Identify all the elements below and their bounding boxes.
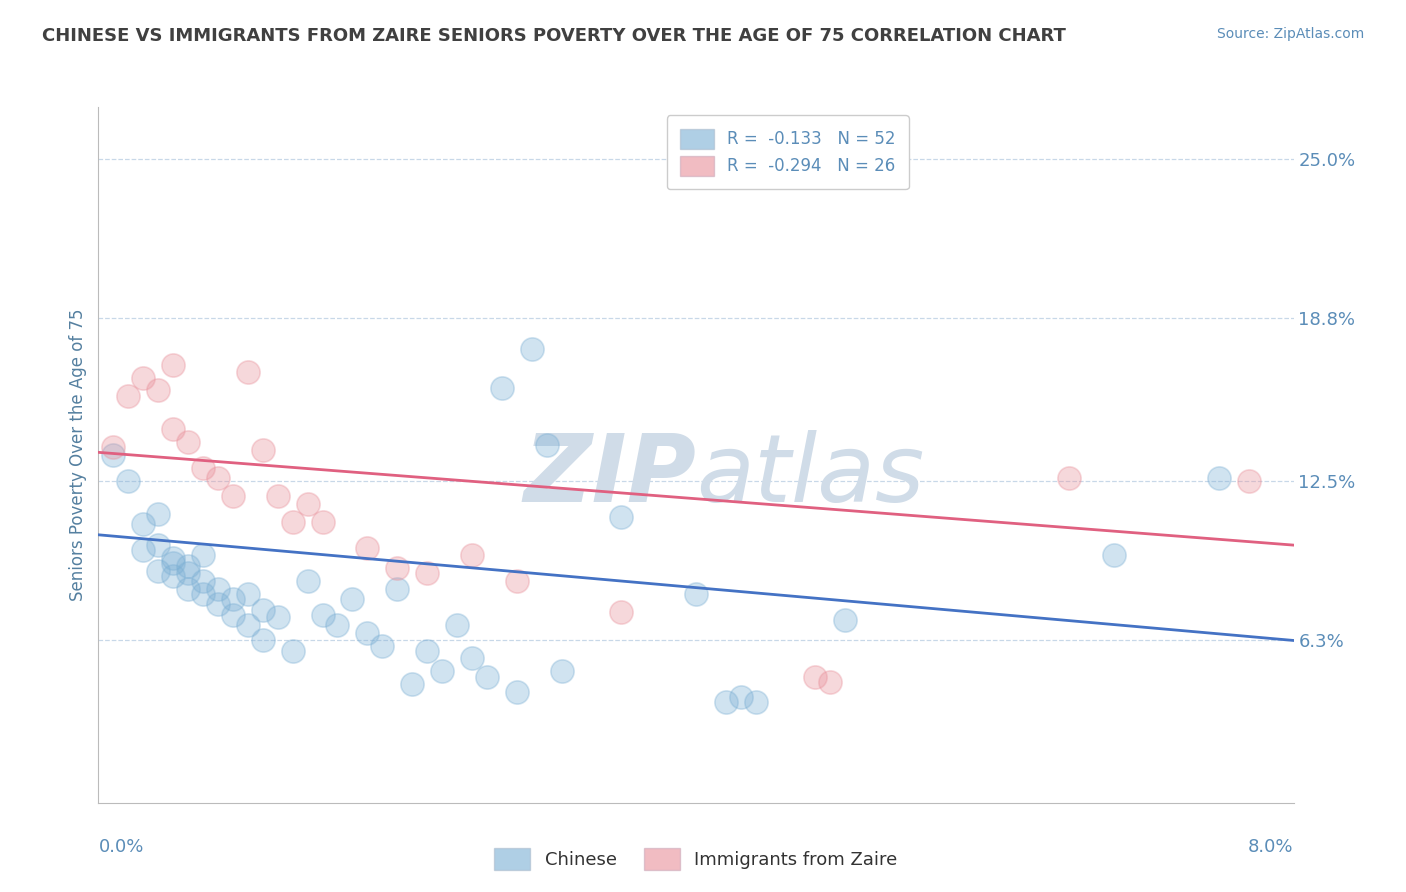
Point	[745, 695, 768, 709]
Point	[804, 669, 827, 683]
Point	[491, 381, 513, 395]
Point	[820, 674, 842, 689]
Point	[297, 497, 319, 511]
Point	[191, 549, 214, 563]
Point	[297, 574, 319, 589]
Point	[148, 507, 170, 521]
Point	[461, 651, 484, 665]
Point	[610, 509, 633, 524]
Point	[191, 587, 214, 601]
Point	[252, 633, 274, 648]
Point	[177, 558, 200, 573]
Point	[311, 607, 333, 622]
Point	[177, 582, 200, 596]
Point	[222, 592, 245, 607]
Point	[1059, 471, 1081, 485]
Point	[132, 370, 155, 384]
Point	[132, 517, 155, 532]
Point	[236, 587, 259, 601]
Text: Source: ZipAtlas.com: Source: ZipAtlas.com	[1216, 27, 1364, 41]
Point	[356, 625, 378, 640]
Point	[385, 582, 409, 596]
Point	[207, 471, 229, 485]
Point	[267, 489, 290, 503]
Point	[1102, 549, 1125, 563]
Point	[730, 690, 752, 705]
Point	[132, 543, 155, 558]
Point	[162, 422, 184, 436]
Point	[207, 598, 229, 612]
Point	[222, 607, 245, 622]
Point	[1208, 471, 1230, 485]
Point	[222, 489, 245, 503]
Point	[550, 665, 572, 679]
Point	[162, 556, 184, 570]
Point	[475, 669, 498, 683]
Point	[536, 437, 558, 451]
Point	[416, 566, 439, 581]
Point	[385, 561, 409, 575]
Point	[148, 384, 170, 398]
Point	[430, 665, 453, 679]
Text: ZIP: ZIP	[523, 430, 696, 522]
Point	[207, 582, 229, 596]
Point	[520, 343, 543, 357]
Point	[461, 549, 484, 563]
Point	[177, 435, 200, 450]
Text: atlas: atlas	[696, 430, 924, 521]
Point	[236, 366, 259, 380]
Point	[177, 566, 200, 581]
Point	[191, 460, 214, 475]
Point	[162, 569, 184, 583]
Text: 8.0%: 8.0%	[1249, 838, 1294, 855]
Point	[103, 440, 125, 454]
Point	[191, 574, 214, 589]
Text: 0.0%: 0.0%	[98, 838, 143, 855]
Point	[446, 618, 468, 632]
Point	[834, 613, 856, 627]
Point	[416, 644, 439, 658]
Text: CHINESE VS IMMIGRANTS FROM ZAIRE SENIORS POVERTY OVER THE AGE OF 75 CORRELATION : CHINESE VS IMMIGRANTS FROM ZAIRE SENIORS…	[42, 27, 1066, 45]
Point	[162, 358, 184, 372]
Point	[252, 602, 274, 616]
Point	[117, 474, 139, 488]
Legend: Chinese, Immigrants from Zaire: Chinese, Immigrants from Zaire	[486, 841, 905, 877]
Point	[311, 515, 333, 529]
Point	[371, 639, 394, 653]
Point	[610, 605, 633, 619]
Point	[506, 685, 529, 699]
Point	[356, 541, 378, 555]
Point	[506, 574, 529, 589]
Point	[1237, 474, 1260, 488]
Point	[685, 587, 707, 601]
Point	[117, 389, 139, 403]
Point	[281, 515, 304, 529]
Point	[326, 618, 349, 632]
Point	[103, 448, 125, 462]
Point	[148, 564, 170, 578]
Point	[281, 644, 304, 658]
Point	[148, 538, 170, 552]
Point	[236, 618, 259, 632]
Point	[342, 592, 364, 607]
Point	[267, 610, 290, 624]
Point	[162, 551, 184, 566]
Point	[252, 442, 274, 457]
Point	[401, 677, 423, 691]
Point	[714, 695, 737, 709]
Y-axis label: Seniors Poverty Over the Age of 75: Seniors Poverty Over the Age of 75	[69, 309, 87, 601]
